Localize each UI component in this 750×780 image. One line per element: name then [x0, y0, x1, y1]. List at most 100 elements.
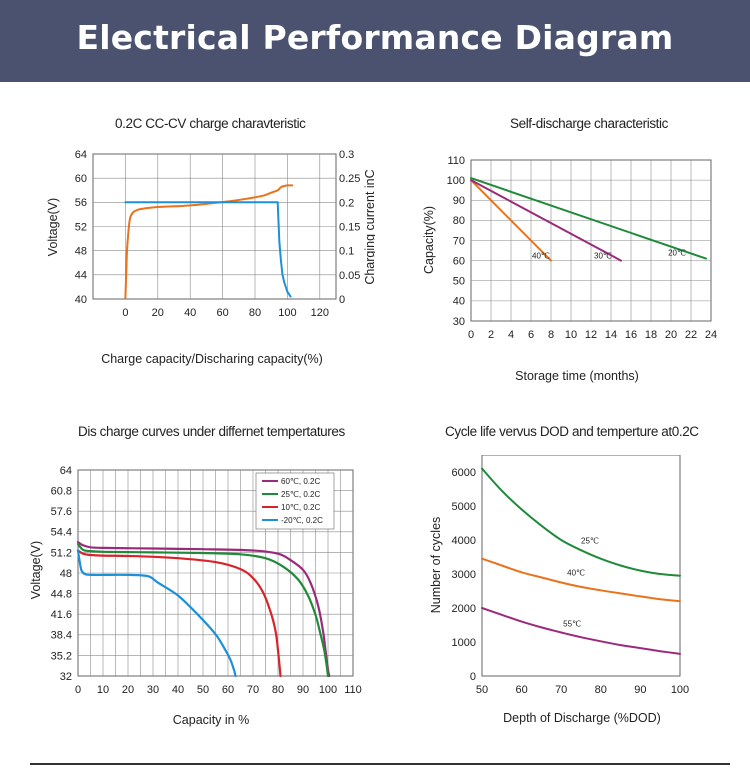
chart3-title: Dis charge curves under differnet temper…: [78, 424, 345, 439]
chart1-title: 0.2C CC-CV charge charavteristic: [115, 116, 306, 131]
y-tick-label: 38.4: [51, 630, 72, 642]
x-axis-label: Depth of Discharge (%DOD): [503, 711, 661, 725]
series-label: 30℃: [594, 252, 612, 261]
x-axis-label: Capacity in %: [173, 713, 249, 727]
x-tick-label: 40: [184, 307, 196, 319]
y-tick-label: 52: [75, 221, 87, 233]
x-tick-label: 0: [122, 307, 128, 319]
page-title: Electrical Performance Diagram: [76, 18, 674, 57]
y-axis-label: Voltage(V): [46, 198, 60, 256]
series-1: [481, 557, 681, 603]
y-tick-label: 51.2: [51, 547, 72, 559]
series-2: [470, 177, 707, 260]
y-axis-label: Capacity(%): [422, 206, 436, 274]
voltage-series: [124, 184, 294, 299]
legend-label: -20℃, 0.2C: [281, 516, 323, 525]
x-tick-label: 60: [222, 684, 234, 696]
x-tick-label: 18: [645, 329, 657, 341]
y-tick-label: 5000: [452, 501, 476, 513]
y2-tick-label: 0: [339, 294, 345, 306]
y-tick-label: 48: [60, 568, 72, 580]
x-tick-label: 60: [216, 307, 228, 319]
y-tick-label: 56: [75, 197, 87, 209]
series-label: 25℃: [581, 536, 599, 545]
series-label: 40℃: [532, 252, 550, 261]
y-tick-label: 1000: [452, 637, 476, 649]
x-tick-label: 12: [585, 329, 597, 341]
x-tick-label: 10: [565, 329, 577, 341]
y-tick-label: 2000: [452, 603, 476, 615]
series-0: [481, 467, 681, 577]
x-tick-label: 110: [344, 684, 362, 696]
y2-tick-label: 0.05: [339, 270, 360, 282]
cycle-life-chart: 50 60 70 80 90 1000100020003000400050006000De…: [429, 455, 689, 725]
y-tick-label: 41.6: [51, 609, 72, 621]
y-tick-label: 100: [447, 175, 465, 187]
x-tick-label: 30: [147, 684, 159, 696]
legend-label: 10℃, 0.2C: [281, 503, 320, 512]
x-tick-label: 70: [555, 684, 567, 696]
y-tick-label: 110: [447, 155, 465, 167]
y2-tick-label: 0.25: [339, 173, 360, 185]
y-tick-label: 44.8: [51, 588, 72, 600]
x-tick-label: 6: [528, 329, 534, 341]
y-tick-label: 35.2: [51, 650, 72, 662]
y2-tick-label: 0.3: [339, 149, 354, 161]
chart2-title: Self-discharge characteristic: [510, 116, 668, 131]
x-tick-label: 120: [311, 307, 329, 319]
bottom-rule: [30, 763, 730, 765]
x-tick-label: 80: [272, 684, 284, 696]
self-discharge-chart: 0 2 4 6 8 10 12 14 16 18 20 22 243040506070809010011…: [422, 155, 717, 383]
x-tick-label: 100: [671, 684, 689, 696]
x-tick-label: 22: [685, 329, 697, 341]
x-tick-label: 16: [625, 329, 637, 341]
x-tick-label: 14: [605, 329, 617, 341]
y2-tick-label: 0.15: [339, 222, 360, 234]
y-tick-label: 40: [453, 296, 465, 308]
y-tick-label: 32: [60, 671, 72, 683]
x-tick-label: 100: [319, 684, 337, 696]
x-tick-label: 90: [634, 684, 646, 696]
y-axis-label: Number of cycles: [429, 517, 443, 614]
y-tick-label: 30: [453, 316, 465, 328]
y-axis-label: Voltage(V): [29, 541, 43, 599]
y-tick-label: 64: [60, 465, 72, 477]
y-tick-label: 0: [470, 671, 476, 683]
header-banner: Electrical Performance Diagram: [0, 0, 750, 82]
x-tick-label: 4: [508, 329, 514, 341]
x-tick-label: 70: [247, 684, 259, 696]
x-tick-label: 0: [468, 329, 474, 341]
x-tick-label: 80: [595, 684, 607, 696]
current-series: [124, 201, 292, 298]
y-tick-label: 50: [453, 276, 465, 288]
x-tick-label: 50: [476, 684, 488, 696]
x-tick-label: 0: [75, 684, 81, 696]
x-tick-label: 40: [172, 684, 184, 696]
x-tick-label: 20: [122, 684, 134, 696]
y-tick-label: 57.6: [51, 506, 72, 518]
x-tick-label: 10: [97, 684, 109, 696]
y-tick-label: 70: [453, 235, 465, 247]
y2-tick-label: 0.2: [339, 197, 354, 209]
x-tick-label: 60: [515, 684, 527, 696]
y-tick-label: 60: [75, 173, 87, 185]
charge-chart: 0 20 40 60 80 100 120 40 44 48 52 56 60 64 Charge capa…: [46, 149, 375, 366]
y-tick-label: 60.8: [51, 485, 72, 497]
series-label: 55℃: [563, 620, 581, 629]
x-tick-label: 8: [548, 329, 554, 341]
x-tick-label: 20: [152, 307, 164, 319]
series-1: [76, 542, 330, 678]
legend-label: 60℃, 0.2C: [281, 477, 320, 486]
y-tick-label: 4000: [452, 535, 476, 547]
x-tick-label: 20: [665, 329, 677, 341]
legend-label: 25℃, 0.2C: [281, 490, 320, 499]
y-tick-label: 40: [75, 294, 87, 306]
discharge-temperature-chart: 0 10 20 30 40 50 60 70 80 90 100 110 32 35.2 38.4 41.6 4…: [29, 465, 362, 727]
series-label: 20℃: [668, 249, 686, 258]
y-tick-label: 44: [75, 270, 87, 282]
y2-axis-label: Charging current inC: [363, 169, 375, 284]
y-tick-label: 80: [453, 215, 465, 227]
y2-tick-label: 0.1: [339, 246, 354, 258]
series-2: [76, 549, 282, 678]
y-tick-label: 3000: [452, 569, 476, 581]
